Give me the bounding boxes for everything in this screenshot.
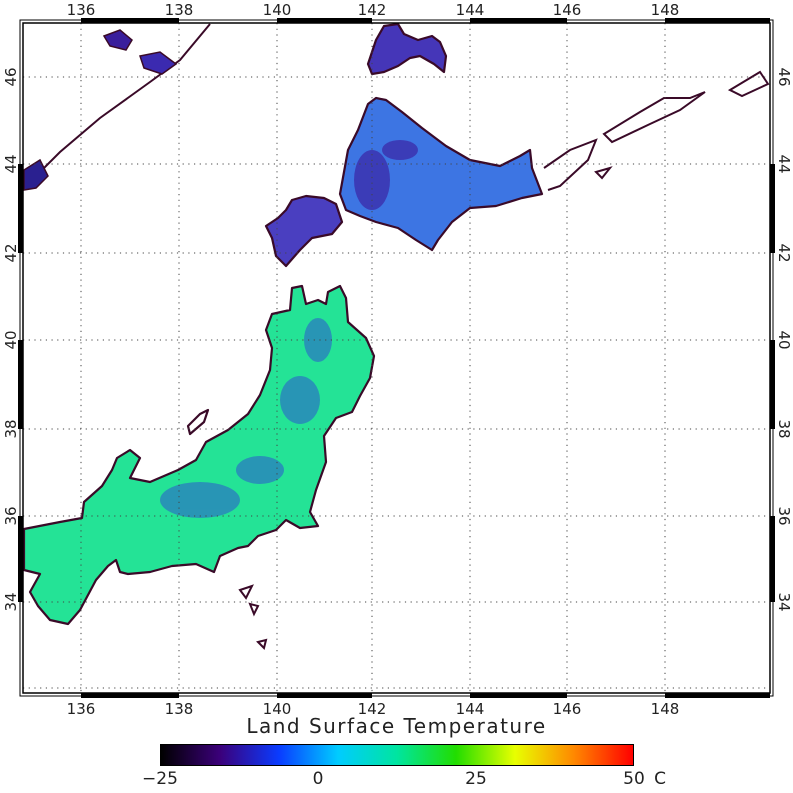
hokkaido-landmass [338, 96, 544, 252]
lon-tick-label: 136 [67, 700, 96, 718]
lat-labels-right: 34 36 38 40 42 44 46 [775, 67, 793, 611]
minor-coastlines [23, 23, 770, 650]
lon-tick-label: 144 [456, 1, 485, 19]
lon-tick-label: 136 [67, 1, 96, 19]
lat-tick-label: 36 [775, 506, 793, 525]
oshima-peninsula [264, 194, 344, 268]
map-title: Land Surface Temperature [246, 714, 547, 738]
west-coast-patch [23, 29, 178, 191]
lon-labels-top: 136 138 140 142 144 146 148 [67, 1, 680, 19]
lon-tick-label: 140 [263, 1, 292, 19]
colorbar-tick-label: 25 [465, 769, 487, 789]
colorbar-tick-label: 50 [623, 769, 645, 789]
lon-tick-label: 140 [263, 700, 292, 718]
graticule [23, 23, 770, 693]
sado-island [186, 408, 210, 436]
land-layer [22, 22, 544, 626]
lon-tick-label: 142 [358, 700, 387, 718]
lon-tick-label: 144 [456, 700, 485, 718]
cold-regions-north [354, 140, 418, 210]
lat-tick-label: 40 [2, 330, 20, 349]
lat-tick-label: 36 [2, 506, 20, 525]
lon-labels-bottom: 136 138 140 142 144 146 148 [67, 700, 680, 718]
lat-tick-label: 38 [2, 419, 20, 438]
lon-tick-label: 138 [165, 700, 194, 718]
lat-tick-label: 34 [775, 592, 793, 611]
cold-regions [160, 318, 332, 518]
lat-tick-label: 34 [2, 592, 20, 611]
lat-labels-left: 34 36 38 40 42 44 46 [2, 67, 20, 611]
lon-tick-label: 146 [553, 700, 582, 718]
border-ticks [18, 18, 775, 698]
colorbar-tick-label: 0 [312, 769, 324, 789]
lat-tick-label: 38 [775, 419, 793, 438]
temperature-colorbar [160, 744, 634, 766]
lon-tick-label: 142 [358, 1, 387, 19]
lat-tick-label: 44 [2, 154, 20, 173]
lat-tick-label: 42 [2, 243, 20, 262]
colorbar-tick-label: −25 [142, 769, 178, 789]
lat-tick-label: 46 [775, 67, 793, 86]
lon-tick-label: 138 [165, 1, 194, 19]
lat-tick-label: 40 [775, 330, 793, 349]
sakhalin-landmass [366, 22, 448, 76]
lat-tick-label: 46 [2, 67, 20, 86]
lon-tick-label: 148 [651, 1, 680, 19]
lon-tick-label: 148 [651, 700, 680, 718]
lat-tick-label: 44 [775, 154, 793, 173]
colorbar-unit-label: C [654, 769, 666, 789]
lat-tick-label: 42 [775, 243, 793, 262]
honshu-landmass [22, 284, 376, 626]
lon-tick-label: 146 [553, 1, 582, 19]
